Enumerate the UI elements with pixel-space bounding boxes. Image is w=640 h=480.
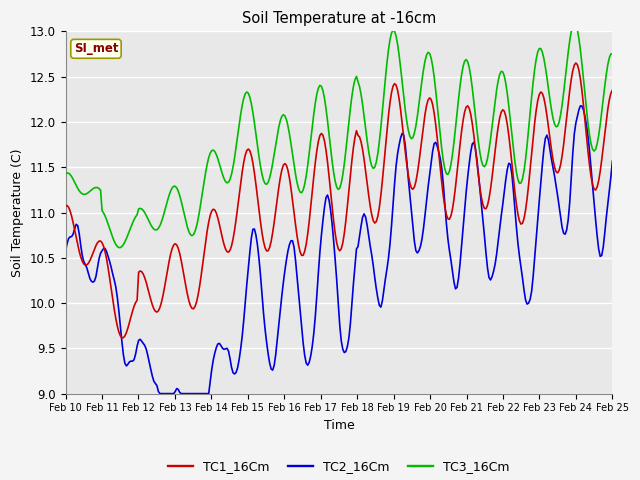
Text: SI_met: SI_met bbox=[74, 42, 118, 55]
X-axis label: Time: Time bbox=[324, 419, 355, 432]
Y-axis label: Soil Temperature (C): Soil Temperature (C) bbox=[11, 148, 24, 277]
Legend: TC1_16Cm, TC2_16Cm, TC3_16Cm: TC1_16Cm, TC2_16Cm, TC3_16Cm bbox=[163, 455, 515, 478]
Title: Soil Temperature at -16cm: Soil Temperature at -16cm bbox=[242, 11, 436, 26]
